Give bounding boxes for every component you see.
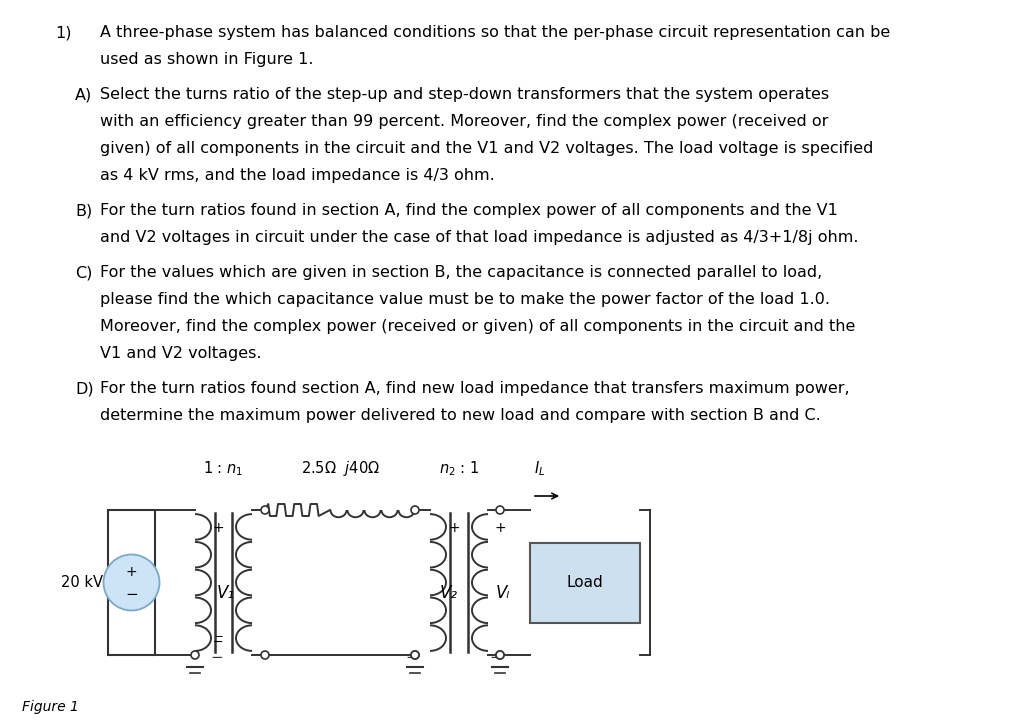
Text: $n_2$ : 1: $n_2$ : 1 (439, 459, 480, 478)
Text: For the turn ratios found section A, find new load impedance that transfers maxi: For the turn ratios found section A, fin… (100, 381, 850, 396)
Text: +: + (213, 521, 225, 535)
Text: $I_L$: $I_L$ (535, 459, 546, 478)
Text: 1): 1) (55, 25, 71, 40)
Text: −: − (406, 650, 419, 665)
Text: please find the which capacitance value must be to make the power factor of the : please find the which capacitance value … (100, 292, 830, 307)
Text: Load: Load (567, 575, 603, 590)
Bar (108, 510, 155, 655)
Text: as 4 kV rms, and the load impedance is 4/3 ohm.: as 4 kV rms, and the load impedance is 4… (100, 168, 495, 183)
Circle shape (191, 651, 199, 659)
Text: −: − (125, 587, 138, 602)
Text: with an efficiency greater than 99 percent. Moreover, find the complex power (re: with an efficiency greater than 99 perce… (100, 114, 829, 129)
Text: −: − (490, 650, 502, 665)
Text: V1 and V2 voltages.: V1 and V2 voltages. (100, 346, 261, 361)
Text: Figure 1: Figure 1 (22, 700, 79, 714)
Text: V₂: V₂ (440, 583, 458, 601)
Text: determine the maximum power delivered to new load and compare with section B and: determine the maximum power delivered to… (100, 408, 821, 423)
Text: +: + (448, 521, 460, 535)
Text: and V2 voltages in circuit under the case of that load impedance is adjusted as : and V2 voltages in circuit under the cas… (100, 230, 859, 245)
Text: A): A) (75, 87, 92, 102)
Circle shape (104, 554, 160, 611)
Text: V₁: V₁ (217, 583, 235, 601)
Text: Vₗ: Vₗ (496, 583, 510, 601)
Circle shape (496, 651, 503, 659)
Circle shape (261, 506, 269, 514)
Text: 1 : $n_1$: 1 : $n_1$ (203, 459, 243, 478)
Text: Moreover, find the complex power (received or given) of all components in the ci: Moreover, find the complex power (receiv… (100, 319, 856, 334)
Text: B): B) (75, 203, 92, 218)
Circle shape (261, 651, 269, 659)
Text: C): C) (75, 265, 92, 280)
Text: used as shown in Figure 1.: used as shown in Figure 1. (100, 52, 314, 67)
Text: D): D) (75, 381, 93, 396)
Text: For the turn ratios found in section A, find the complex power of all components: For the turn ratios found in section A, … (100, 203, 838, 218)
Circle shape (411, 506, 419, 514)
Circle shape (496, 651, 503, 659)
Text: given) of all components in the circuit and the V1 and V2 voltages. The load vol: given) of all components in the circuit … (100, 141, 873, 156)
Text: 2.5$\Omega$  $j$40$\Omega$: 2.5$\Omega$ $j$40$\Omega$ (300, 459, 379, 478)
Text: −̅: −̅ (213, 637, 224, 650)
Circle shape (411, 651, 419, 659)
Text: A three-phase system has balanced conditions so that the per-phase circuit repre: A three-phase system has balanced condit… (100, 25, 890, 40)
Text: −: − (210, 650, 224, 665)
Text: +: + (494, 521, 506, 535)
Bar (530, 542, 640, 622)
Text: +: + (125, 565, 138, 580)
Text: 20 kV: 20 kV (61, 575, 103, 590)
Text: For the values which are given in section B, the capacitance is connected parall: For the values which are given in sectio… (100, 265, 823, 280)
Circle shape (411, 651, 419, 659)
Text: Select the turns ratio of the step-up and step-down transformers that the system: Select the turns ratio of the step-up an… (100, 87, 829, 102)
Circle shape (496, 506, 503, 514)
